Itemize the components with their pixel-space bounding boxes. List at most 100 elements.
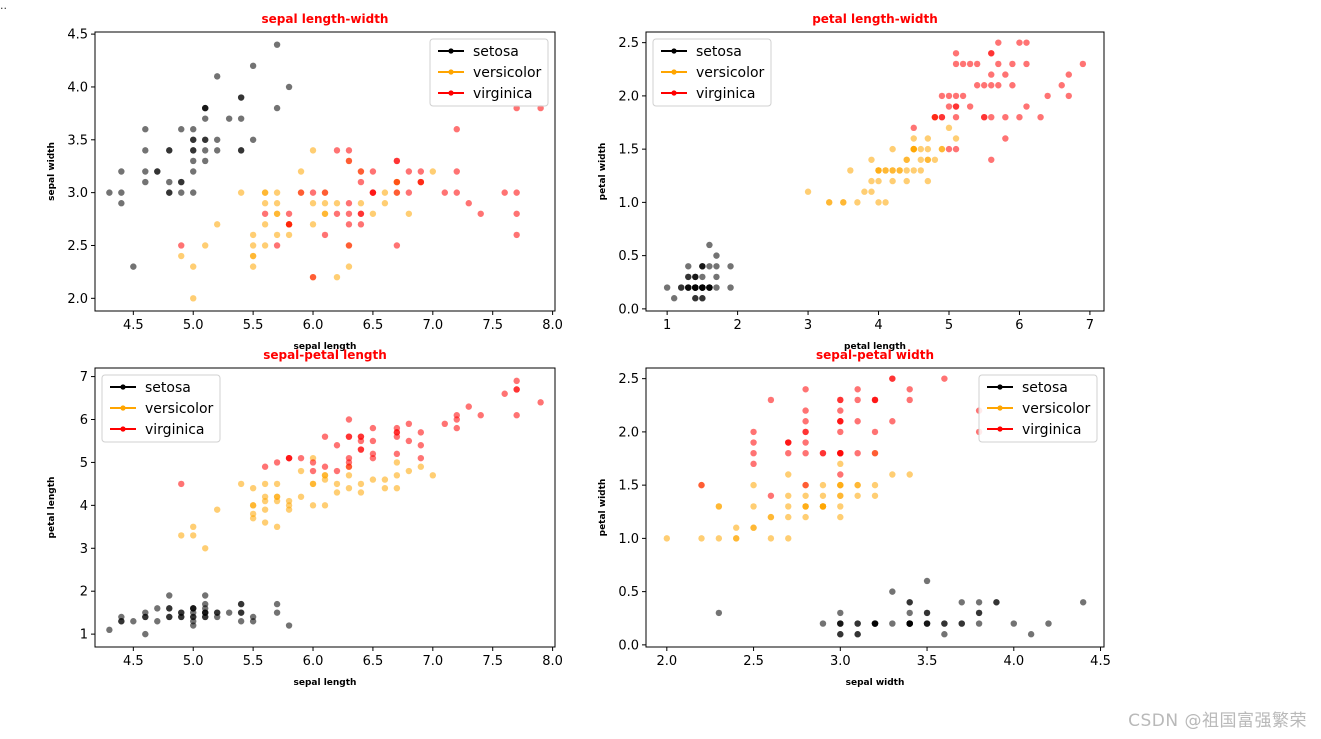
data-point [750,428,757,436]
data-point [945,103,953,110]
data-point [429,472,437,479]
data-point [285,221,293,228]
data-point [785,439,792,446]
data-point [166,613,173,621]
data-point [750,524,757,531]
data-point [297,454,305,462]
data-point [871,428,879,436]
data-point [767,492,775,499]
data-point [988,113,995,121]
data-point [261,493,269,500]
legend-marker-versicolor [120,405,126,411]
data-point [715,535,723,542]
data-point [750,460,757,468]
chart-title: petal length-width [812,12,938,26]
legend-box [101,374,221,443]
data-point [854,199,861,206]
data-point [952,113,960,121]
legend-marker-setosa [448,48,454,54]
data-point [202,545,209,552]
data-point [142,147,149,154]
legend-label-setosa: setosa [145,380,191,396]
legend-label-virginica: virginica [145,422,205,438]
data-point [923,577,931,585]
data-point [273,210,281,217]
legend-label-virginica: virginica [473,86,533,102]
data-point [345,416,353,423]
series-virginica [698,375,983,499]
data-point [297,493,305,500]
x-tick-label: 7 [1086,318,1094,333]
data-point [249,618,257,625]
x-tick-label: 3.0 [830,654,851,669]
data-point [417,429,425,436]
data-point [333,147,341,154]
data-point [906,620,913,627]
data-point [854,386,861,393]
legend-label-versicolor: versicolor [473,65,542,81]
data-point [750,503,757,510]
data-point [889,145,896,153]
data-point [923,609,931,617]
data-point [405,437,413,445]
data-point [369,168,377,175]
data-point [357,178,365,186]
data-point [802,407,809,414]
data-point [837,631,844,638]
data-point [309,502,317,509]
data-point [924,145,932,153]
data-point [345,484,353,492]
data-point [357,200,365,207]
x-tick-label: 3.5 [917,654,938,669]
data-point [393,189,401,196]
chart-title: sepal-petal width [816,348,934,362]
data-point [785,513,792,521]
chart-panel-2: petal length-width 1 2 3 4 5 6 7 0.0 0.5 1.0 1.5 2.0… [598,12,1105,352]
data-point [685,273,692,281]
data-point [369,450,377,458]
data-point [819,481,827,489]
data-point [321,231,329,239]
data-point [273,523,281,531]
plot-frame [645,31,1105,312]
x-tick-label: 1 [663,318,671,333]
legend-box [978,374,1098,443]
data-point [837,492,844,499]
series-setosa [106,592,293,638]
x-tick-label: 2.5 [743,654,764,669]
y-tick-label: 1.5 [618,143,639,158]
data-point [357,210,365,217]
data-point [837,396,844,404]
data-point [692,284,699,291]
data-point [854,418,861,425]
data-point [249,263,257,270]
data-point [453,189,460,196]
data-point [441,420,448,427]
series-versicolor [804,113,960,206]
data-point [405,189,413,196]
data-point [889,588,896,595]
data-point [190,157,197,165]
data-point [875,199,882,206]
data-point [369,189,377,196]
x-axis-label: petal length [844,342,906,352]
x-tick-label: 2 [733,318,741,333]
data-point [190,523,197,531]
data-point [923,620,931,627]
legend-marker-setosa [120,384,126,390]
data-point [871,492,879,499]
data-point [847,167,854,174]
data-point [941,375,948,382]
data-point [837,407,844,414]
series-versicolor [178,454,437,552]
data-point [249,242,257,249]
data-point [297,168,305,175]
y-axis-label: petal width [598,479,608,537]
x-tick-label: 7.0 [422,654,443,669]
data-point [889,471,896,478]
data-point [945,145,953,153]
data-point [931,113,939,121]
data-point [417,178,425,186]
y-tick-label: 1 [80,628,88,643]
data-point [906,599,913,606]
